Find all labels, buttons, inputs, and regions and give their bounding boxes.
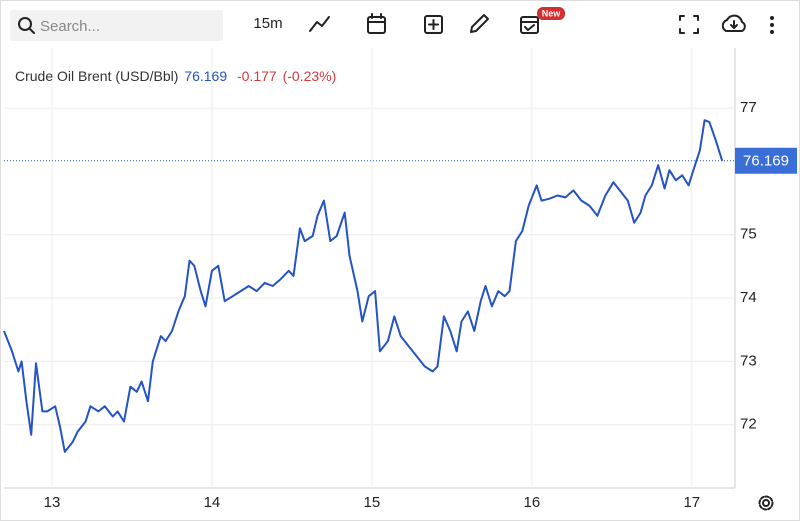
search-placeholder: Search... (40, 18, 100, 35)
new-badge (537, 7, 565, 20)
menu-button[interactable] (770, 16, 774, 34)
grid (4, 48, 735, 488)
events-button[interactable] (520, 16, 539, 34)
calendar-button[interactable] (367, 13, 386, 34)
y-tick-label: 74 (740, 289, 757, 306)
legend-header: Crude Oil Brent (USD/Bbl) 76.169 -0.177 … (15, 68, 336, 84)
x-tick-label: 15 (364, 494, 381, 511)
last-price-label-box (735, 147, 797, 174)
price-change-pct: (-0.23%) (283, 68, 337, 84)
x-tick-label: 16 (524, 494, 541, 511)
search-box[interactable] (10, 10, 223, 41)
y-tick-label: 73 (740, 352, 757, 369)
draw-button[interactable] (470, 14, 489, 33)
interval-button[interactable]: 15m (253, 15, 282, 32)
new-badge-text: New (542, 8, 562, 18)
chart-type-button[interactable] (309, 16, 330, 32)
last-price: 76.169 (184, 68, 227, 84)
fullscreen-button[interactable] (679, 15, 699, 34)
y-tick-label: 72 (740, 416, 757, 433)
plot (3, 119, 735, 453)
add-button[interactable] (424, 15, 443, 34)
price-line (3, 119, 724, 453)
last-price-label: 76.169 (743, 153, 789, 170)
download-button[interactable] (721, 14, 746, 32)
search-icon (28, 27, 35, 34)
price-change: -0.177 (237, 68, 277, 84)
settings-button[interactable] (758, 495, 774, 511)
x-tick-label: 13 (44, 494, 61, 511)
instrument-name: Crude Oil Brent (USD/Bbl) (15, 68, 178, 84)
search-icon (18, 17, 32, 31)
x-tick-label: 14 (204, 494, 221, 511)
y-tick-label: 75 (740, 226, 757, 243)
x-tick-label: 17 (683, 494, 700, 511)
y-tick-label: 77 (740, 99, 757, 116)
